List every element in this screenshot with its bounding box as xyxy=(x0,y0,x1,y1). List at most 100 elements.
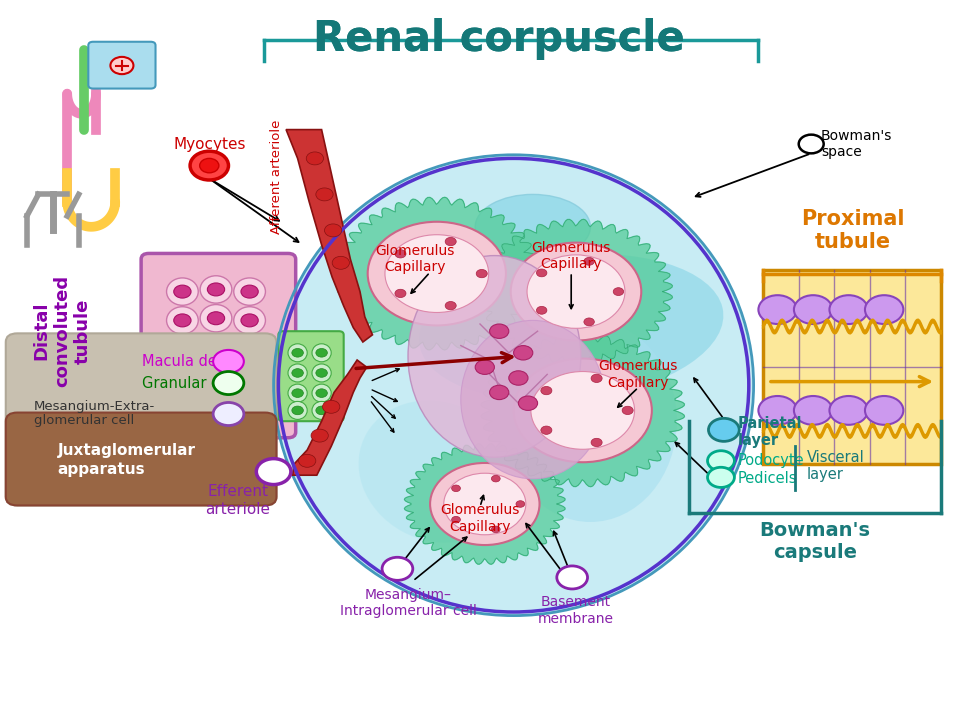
Circle shape xyxy=(241,372,258,384)
Circle shape xyxy=(613,288,624,295)
Circle shape xyxy=(200,158,219,173)
Circle shape xyxy=(110,57,133,74)
Circle shape xyxy=(537,269,547,276)
Ellipse shape xyxy=(200,276,232,303)
Ellipse shape xyxy=(504,320,677,522)
Ellipse shape xyxy=(167,278,199,305)
Text: Proximal
tubule: Proximal tubule xyxy=(801,209,904,252)
Text: glomerular cell: glomerular cell xyxy=(34,414,133,427)
Ellipse shape xyxy=(234,278,266,305)
Ellipse shape xyxy=(234,336,266,363)
Ellipse shape xyxy=(368,222,506,325)
Text: Podocyte
Pedicels: Podocyte Pedicels xyxy=(737,454,804,486)
Ellipse shape xyxy=(527,255,625,328)
Ellipse shape xyxy=(419,254,724,401)
Ellipse shape xyxy=(444,473,526,535)
Text: Renal corpuscle: Renal corpuscle xyxy=(313,18,685,60)
Text: Distal
convoluted
tubule: Distal convoluted tubule xyxy=(33,275,92,387)
Circle shape xyxy=(395,250,406,258)
Circle shape xyxy=(622,406,634,415)
Text: Macula densa: Macula densa xyxy=(142,354,243,369)
Circle shape xyxy=(174,400,191,413)
Circle shape xyxy=(445,238,456,246)
Circle shape xyxy=(708,467,734,487)
Text: Mesangium-Extra-: Mesangium-Extra- xyxy=(34,400,155,413)
Circle shape xyxy=(540,387,552,395)
Ellipse shape xyxy=(312,364,331,382)
Circle shape xyxy=(316,389,327,397)
Text: Efferent
arteriole: Efferent arteriole xyxy=(205,485,271,517)
Circle shape xyxy=(492,475,500,482)
Ellipse shape xyxy=(385,235,489,312)
Circle shape xyxy=(207,398,225,411)
Circle shape xyxy=(490,324,509,338)
Circle shape xyxy=(514,346,533,360)
Ellipse shape xyxy=(359,400,515,543)
Circle shape xyxy=(865,396,903,425)
Text: apparatus: apparatus xyxy=(58,462,145,477)
Polygon shape xyxy=(404,444,565,564)
Circle shape xyxy=(292,348,303,357)
Circle shape xyxy=(256,459,291,485)
Circle shape xyxy=(316,348,327,357)
Circle shape xyxy=(332,256,349,269)
Circle shape xyxy=(509,371,528,385)
Circle shape xyxy=(799,135,824,153)
Text: Glomerulus
Capillary: Glomerulus Capillary xyxy=(441,503,519,534)
Text: Basement
membrane: Basement membrane xyxy=(538,595,614,626)
Circle shape xyxy=(207,341,225,354)
Ellipse shape xyxy=(200,333,232,361)
Text: Visceral
layer: Visceral layer xyxy=(806,449,864,482)
Ellipse shape xyxy=(288,344,307,362)
Text: Myocytes: Myocytes xyxy=(173,137,246,151)
Ellipse shape xyxy=(200,305,232,332)
Circle shape xyxy=(708,418,739,441)
Circle shape xyxy=(490,385,509,400)
Ellipse shape xyxy=(511,243,641,341)
Text: Mesangium–
Intraglomerular cell: Mesangium– Intraglomerular cell xyxy=(340,588,476,618)
Circle shape xyxy=(241,343,258,356)
Ellipse shape xyxy=(200,362,232,390)
Circle shape xyxy=(174,314,191,327)
Polygon shape xyxy=(481,334,684,487)
Circle shape xyxy=(292,369,303,377)
Ellipse shape xyxy=(475,194,590,259)
Circle shape xyxy=(557,566,588,589)
FancyBboxPatch shape xyxy=(6,333,276,505)
Text: Glomerulus
Capillary: Glomerulus Capillary xyxy=(375,244,454,274)
Circle shape xyxy=(316,406,327,415)
Ellipse shape xyxy=(288,384,307,402)
FancyBboxPatch shape xyxy=(6,413,276,505)
Polygon shape xyxy=(293,360,367,475)
Polygon shape xyxy=(286,130,372,342)
Circle shape xyxy=(829,295,868,324)
Circle shape xyxy=(475,360,494,374)
Text: Glomerulus
Capillary: Glomerulus Capillary xyxy=(599,359,678,390)
Text: Granular cells: Granular cells xyxy=(142,376,244,390)
Circle shape xyxy=(758,396,797,425)
Circle shape xyxy=(190,151,228,180)
Circle shape xyxy=(540,426,552,434)
Text: Renal corpuscle: Renal corpuscle xyxy=(313,18,685,60)
Ellipse shape xyxy=(288,402,307,420)
FancyBboxPatch shape xyxy=(278,331,344,421)
Text: Juxtaglomerular: Juxtaglomerular xyxy=(58,443,196,457)
Circle shape xyxy=(445,302,456,310)
Circle shape xyxy=(516,500,525,508)
Circle shape xyxy=(292,389,303,397)
FancyBboxPatch shape xyxy=(141,253,296,438)
Circle shape xyxy=(382,557,413,580)
Circle shape xyxy=(316,188,333,201)
Text: Parietal
layer: Parietal layer xyxy=(737,416,802,448)
Ellipse shape xyxy=(312,384,331,402)
Circle shape xyxy=(829,396,868,425)
Ellipse shape xyxy=(200,391,232,418)
Circle shape xyxy=(794,396,832,425)
Ellipse shape xyxy=(531,372,635,449)
Circle shape xyxy=(537,307,547,314)
Ellipse shape xyxy=(167,393,199,420)
FancyBboxPatch shape xyxy=(88,42,156,89)
Circle shape xyxy=(451,516,461,523)
Ellipse shape xyxy=(167,336,199,363)
Ellipse shape xyxy=(514,359,652,462)
